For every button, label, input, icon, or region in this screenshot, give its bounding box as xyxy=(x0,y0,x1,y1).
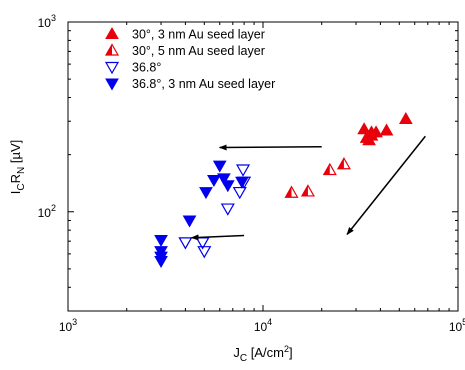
x-tick-label: 104 xyxy=(254,317,272,334)
x-tick-label: 105 xyxy=(449,317,465,334)
data-point xyxy=(234,188,246,199)
data-point xyxy=(214,161,226,172)
series-1 xyxy=(358,113,412,145)
legend-marker xyxy=(106,79,118,90)
y-tick-label: 102 xyxy=(38,203,56,220)
trend-arrow xyxy=(220,147,322,148)
data-point xyxy=(381,125,393,135)
data-point xyxy=(208,176,220,187)
y-tick-label: 103 xyxy=(38,13,56,30)
legend-marker xyxy=(106,45,118,56)
data-point xyxy=(324,164,336,175)
axis-ticks: 103 104 105 102 103 xyxy=(38,13,465,334)
legend-label: 36.8°, 3 nm Au seed layer xyxy=(132,77,275,91)
x-axis-label: JC [A/cm2] xyxy=(233,344,292,364)
x-tick-label: 103 xyxy=(59,317,77,334)
data-point xyxy=(285,187,297,198)
trend-arrow xyxy=(347,136,425,234)
data-point xyxy=(155,235,167,246)
legend-item: 36.8° xyxy=(106,61,161,75)
legend-marker xyxy=(106,28,118,39)
data-point xyxy=(338,158,350,169)
legend-label: 30°, 5 nm Au seed layer xyxy=(132,44,265,58)
data-point xyxy=(237,165,249,176)
legend-label: 30°, 3 nm Au seed layer xyxy=(132,28,265,42)
series-2 xyxy=(285,158,349,197)
plot-area xyxy=(68,22,458,311)
data-point xyxy=(302,185,314,196)
data-point xyxy=(236,177,248,188)
legend: 30°, 3 nm Au seed layer 30°, 5 nm Au seed… xyxy=(106,28,275,92)
trend-arrow xyxy=(192,235,245,237)
plot-frame xyxy=(68,22,458,311)
data-point xyxy=(184,216,196,227)
legend-item: 36.8°, 3 nm Au seed layer xyxy=(106,77,275,91)
data-point xyxy=(200,188,212,199)
data-point xyxy=(155,257,167,268)
data-point xyxy=(222,204,234,215)
data-point xyxy=(198,247,210,258)
data-points xyxy=(155,113,412,267)
legend-label: 36.8° xyxy=(132,61,161,75)
data-point xyxy=(222,181,234,192)
data-point xyxy=(400,113,412,124)
y-axis-label: ICRN [µV] xyxy=(8,140,27,194)
data-point xyxy=(179,238,191,249)
legend-marker xyxy=(106,63,118,74)
legend-item: 30°, 3 nm Au seed layer xyxy=(106,28,265,42)
legend-item: 30°, 5 nm Au seed layer xyxy=(106,44,265,58)
